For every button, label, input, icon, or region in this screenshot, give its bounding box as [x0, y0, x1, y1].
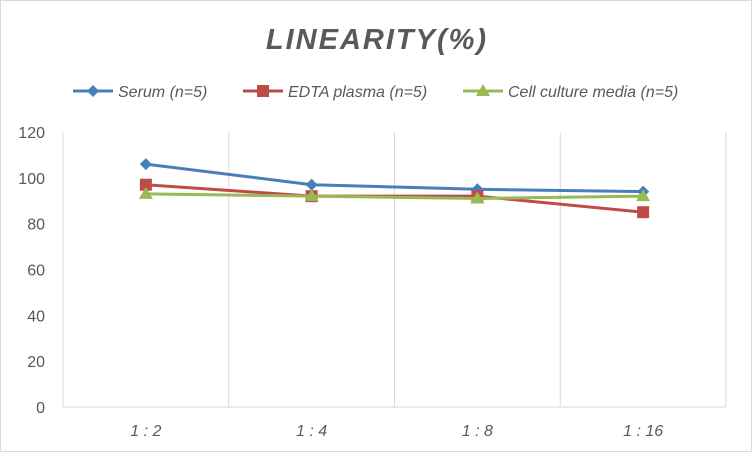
legend-label: Cell culture media (n=5)	[508, 84, 678, 101]
series-group	[138, 158, 651, 219]
diamond-marker	[139, 158, 152, 171]
square-marker	[637, 206, 650, 219]
legend-item: EDTA plasma (n=5)	[243, 84, 427, 101]
x-tick-label: 1 : 8	[462, 423, 493, 440]
triangle-marker	[138, 186, 153, 199]
legend: Serum (n=5) EDTA plasma (n=5) Cell culture…	[73, 84, 678, 101]
x-tick-label: 1 : 4	[296, 423, 327, 440]
triangle-marker	[304, 189, 319, 202]
legend-item: Cell culture media (n=5)	[463, 84, 678, 101]
y-tick-label: 60	[27, 263, 45, 280]
y-tick-label: 100	[18, 171, 45, 188]
triangle-marker	[470, 191, 485, 204]
legend-item: Serum (n=5)	[73, 84, 207, 101]
axes: 0 20 40 60 80 100 120 1 : 2 1 : 4 1 : 8 1 : 16	[18, 125, 726, 440]
y-tick-label: 80	[27, 217, 45, 234]
diamond-marker	[305, 178, 318, 191]
y-tick-label: 20	[27, 354, 45, 371]
triangle-marker	[476, 84, 490, 96]
y-tick-label: 0	[36, 400, 45, 417]
x-tick-label: 1 : 2	[130, 423, 161, 440]
square-marker	[139, 178, 152, 191]
series-line	[145, 192, 644, 200]
legend-label: EDTA plasma (n=5)	[288, 84, 427, 101]
y-tick-label: 40	[27, 308, 45, 325]
y-tick-label: 120	[18, 125, 45, 142]
x-tick-label: 1 : 16	[623, 423, 663, 440]
series-cell	[138, 186, 651, 204]
triangle-marker	[636, 189, 651, 202]
legend-label: Serum (n=5)	[118, 84, 207, 101]
diamond-marker	[87, 85, 99, 97]
series-line	[145, 162, 644, 194]
gridlines	[62, 132, 727, 407]
chart-title: LINEARITY(%)	[266, 24, 488, 56]
square-marker	[257, 85, 269, 97]
